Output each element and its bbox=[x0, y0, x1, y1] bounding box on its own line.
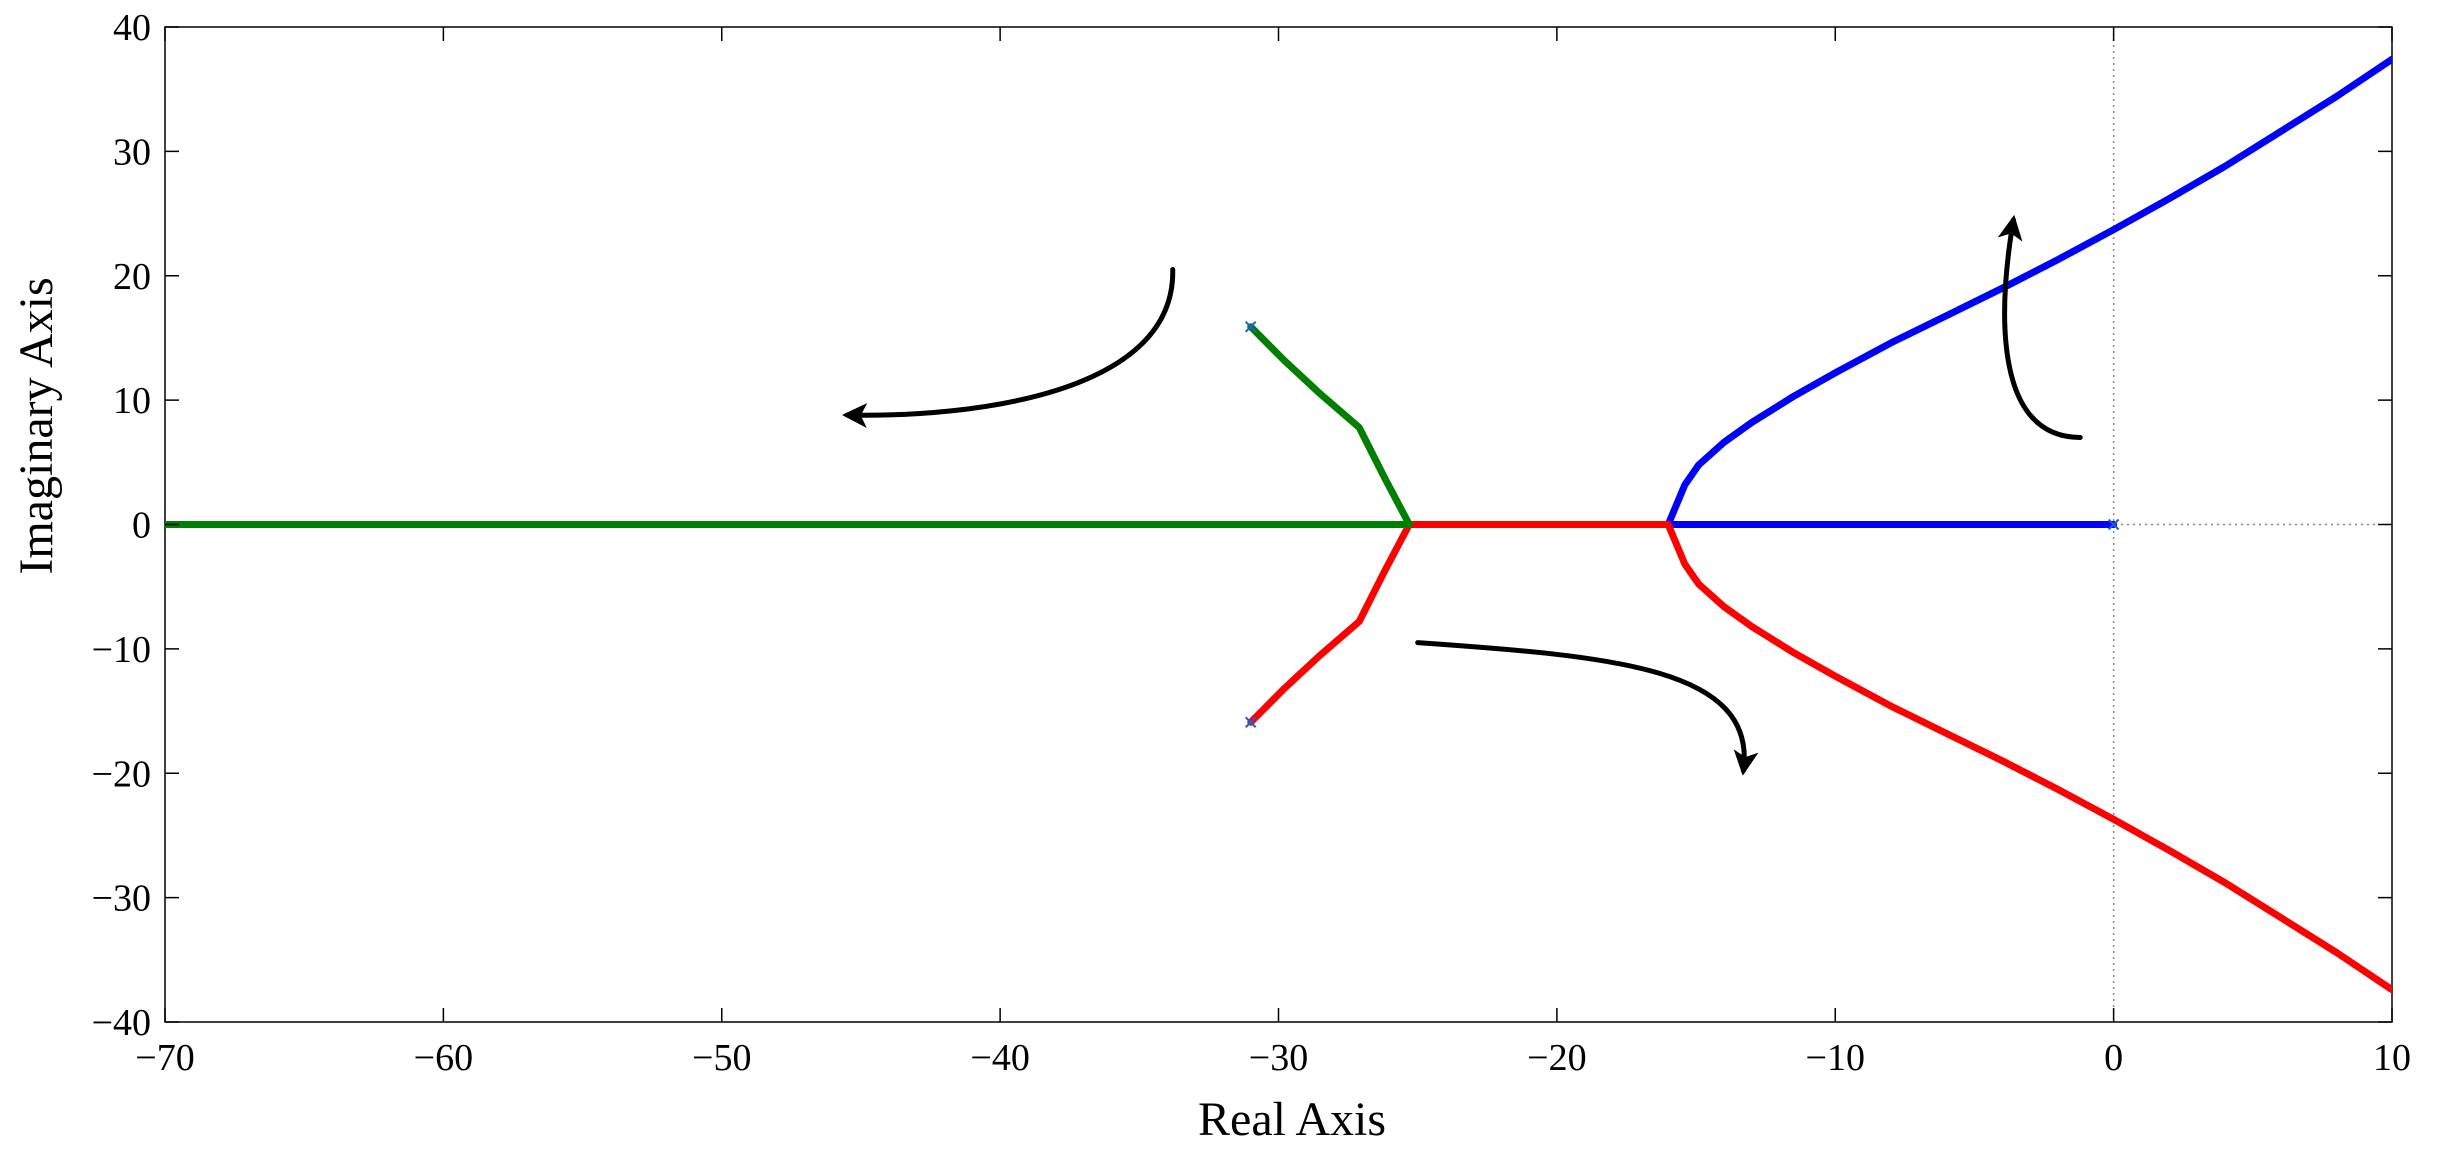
locus-branch-1 bbox=[1664, 55, 2392, 528]
direction-arrow bbox=[1997, 214, 2083, 440]
y-tick-label: 10 bbox=[113, 380, 151, 422]
y-tick-label: −40 bbox=[92, 1002, 151, 1044]
x-tick-label: −60 bbox=[414, 1037, 473, 1079]
direction-arrow bbox=[1415, 640, 1759, 776]
x-tick-label: −30 bbox=[1249, 1037, 1308, 1079]
y-tick-label: 20 bbox=[113, 256, 151, 298]
y-tick-label: −20 bbox=[92, 753, 151, 795]
x-tick-label: 0 bbox=[2104, 1037, 2123, 1079]
pole-marker bbox=[1244, 321, 1257, 333]
x-tick-label: −70 bbox=[135, 1037, 194, 1079]
pole-layer bbox=[1244, 321, 2120, 728]
locus-branch-5 bbox=[1247, 323, 1413, 528]
y-tick-label: 30 bbox=[113, 131, 151, 173]
series-layer bbox=[165, 55, 2392, 994]
y-tick-label: −10 bbox=[92, 629, 151, 671]
y-tick-label: 0 bbox=[132, 505, 151, 547]
pole-marker bbox=[2107, 518, 2120, 531]
x-tick-label: −50 bbox=[692, 1037, 751, 1079]
x-tick-label: −40 bbox=[970, 1037, 1029, 1079]
direction-arrow bbox=[842, 267, 1176, 428]
x-tick-label: −20 bbox=[1527, 1037, 1586, 1079]
arrow-layer bbox=[842, 214, 2083, 776]
locus-branch-4 bbox=[1247, 521, 1413, 726]
y-tick-label: −30 bbox=[92, 878, 151, 920]
y-axis-title: Imaginary Axis bbox=[10, 277, 63, 574]
pole-marker bbox=[1244, 716, 1257, 728]
x-axis-ticks: −70 −60 −50 −40 −30 −20 −10 0 10 bbox=[135, 27, 2411, 1079]
locus-branch-3 bbox=[1664, 521, 2392, 994]
y-axis-ticks: 40 30 20 10 0 −10 −20 −30 −40 bbox=[92, 7, 2392, 1044]
y-tick-label: 40 bbox=[113, 7, 151, 49]
x-tick-label: −10 bbox=[1806, 1037, 1865, 1079]
x-axis-title: Real Axis bbox=[1198, 1093, 1386, 1146]
x-tick-label: 10 bbox=[2373, 1037, 2411, 1079]
